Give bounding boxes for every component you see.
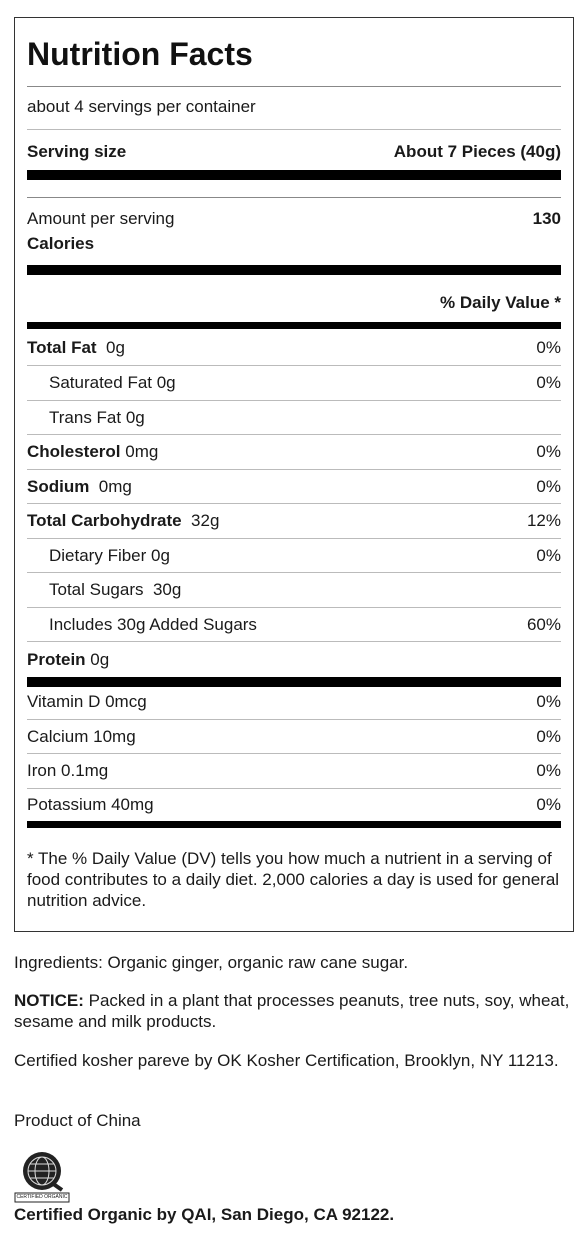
medium-divider [27,821,561,828]
nutrient-row-sodium: Sodium 0mg 0% [27,477,561,497]
nutrient-name: Total Sugars 30g [49,580,182,599]
nutrient-row-protein: Protein 0g [27,650,561,670]
kosher-certification: Certified kosher pareve by OK Kosher Cer… [14,1051,559,1070]
nutrient-name: Dietary Fiber 0g [49,546,170,565]
nutrient-dv: 0% [536,546,561,565]
nutrient-name: Saturated Fat 0g [49,373,176,392]
nutrient-name: Includes 30g Added Sugars [49,615,257,634]
nutrient-dv: 0% [536,442,561,461]
divider [27,538,561,539]
calories-label: Calories [27,234,95,253]
amount-per-serving-label: Amount per serving [27,209,175,228]
nutrient-dv: 60% [526,615,561,634]
nutrient-name: Sodium [27,477,90,496]
divider [27,434,561,435]
divider [27,607,561,608]
divider [27,753,561,754]
qai-globe-icon [14,1152,70,1203]
vitamin-name: Iron 0.1mg [27,761,109,780]
vitamin-dv: 0% [536,795,561,814]
divider [27,641,561,642]
divider [27,719,561,720]
logo-caption: CERTIFIED ORGANIC [16,1194,68,1200]
nutrient-dv: 0% [536,477,561,496]
divider [27,788,561,789]
daily-value-header-text: % Daily Value * [440,293,561,312]
nutrient-name: Cholesterol [27,442,121,461]
nutrient-row-saturated-fat: Saturated Fat 0g 0% [27,373,561,393]
servings-per-container: about 4 servings per container [27,97,256,116]
nutrient-row-added-sugars: Includes 30g Added Sugars 60% [27,615,561,635]
nutrition-facts-title: Nutrition Facts [27,36,253,72]
nutrient-name: Total Carbohydrate [27,511,182,530]
divider [27,572,561,573]
ingredients-text: Ingredients: Organic ginger, organic raw… [14,953,409,972]
nutrient-row-dietary-fiber: Dietary Fiber 0g 0% [27,546,561,566]
serving-size-label: Serving size [27,142,127,161]
product-origin: Product of China [14,1111,141,1130]
nutrient-dv: 12% [526,511,561,530]
divider [27,469,561,470]
daily-value-header: % Daily Value * [27,293,561,313]
vitamin-row-vitamin-d: Vitamin D 0mcg 0% [27,692,561,712]
vitamin-row-iron: Iron 0.1mg 0% [27,761,561,781]
nutrient-amount: 0mg [125,442,159,461]
serving-size-value: About 7 Pieces (40g) [393,142,561,161]
notice-text: Packed in a plant that processes peanuts… [14,991,570,1031]
thick-divider [27,677,561,687]
divider [27,400,561,401]
daily-value-footnote: * The % Daily Value (DV) tells you how m… [27,849,560,910]
nutrition-facts-panel: Nutrition Facts about 4 servings per con… [14,17,574,932]
qai-organic-logo: CERTIFIED ORGANIC [14,1150,70,1204]
nutrient-name: Trans Fat 0g [49,408,145,427]
nutrient-row-trans-fat: Trans Fat 0g [27,408,561,428]
vitamin-dv: 0% [536,727,561,746]
organic-certification: Certified Organic by QAI, San Diego, CA … [14,1205,395,1224]
allergen-notice: NOTICE: Packed in a plant that processes… [14,990,574,1032]
vitamin-name: Vitamin D 0mcg [27,692,147,711]
nutrient-amount: 0g [90,650,110,669]
nutrient-amount: 0g [106,338,125,357]
vitamin-dv: 0% [536,692,561,711]
calories-value: 130 [532,209,561,228]
vitamin-dv: 0% [536,761,561,780]
vitamin-row-potassium: Potassium 40mg 0% [27,795,561,815]
nutrient-amount: 32g [191,511,220,530]
nutrient-amount: 0mg [98,477,132,496]
vitamin-name: Calcium 10mg [27,727,136,746]
amount-per-serving-row: Amount per serving 130 [27,209,561,229]
nutrient-row-total-carbohydrate: Total Carbohydrate 32g 12% [27,511,561,531]
nutrient-row-total-fat: Total Fat 0g 0% [27,338,561,358]
nutrient-name: Total Fat [27,338,97,357]
nutrient-row-cholesterol: Cholesterol 0mg 0% [27,442,561,462]
nutrient-row-total-sugars: Total Sugars 30g [27,580,561,600]
nutrient-dv: 0% [536,338,561,357]
divider [27,365,561,366]
vitamin-row-calcium: Calcium 10mg 0% [27,727,561,747]
thick-divider [27,265,561,275]
nutrient-name: Protein [27,650,86,669]
serving-size-row: Serving size About 7 Pieces (40g) [27,142,561,162]
thick-divider [27,170,561,180]
divider [27,503,561,504]
medium-divider [27,322,561,329]
divider [27,197,561,198]
vitamin-name: Potassium 40mg [27,795,154,814]
divider [27,86,561,87]
calories-row: Calories [27,234,561,254]
nutrient-dv: 0% [536,373,561,392]
notice-label: NOTICE: [14,991,84,1010]
divider [27,129,561,130]
